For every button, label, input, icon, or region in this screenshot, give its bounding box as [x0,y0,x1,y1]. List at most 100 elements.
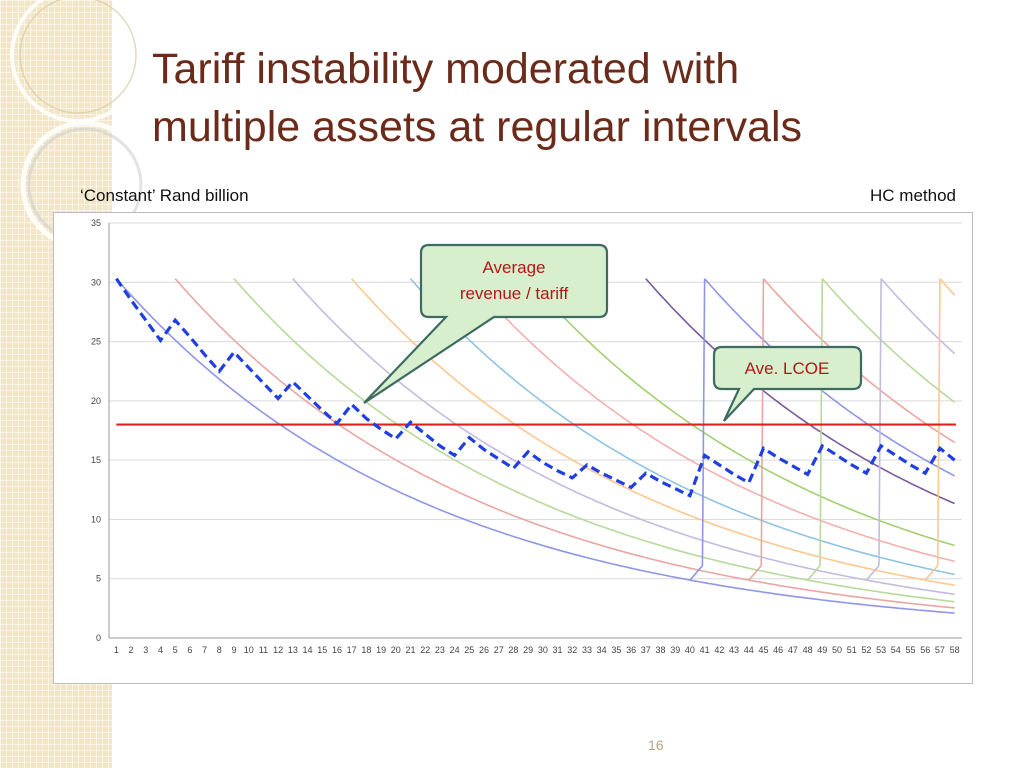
x-tick-label: 52 [861,645,871,655]
x-tick-label: 16 [332,645,342,655]
asset-curve [115,278,955,614]
x-tick-label: 47 [788,645,798,655]
callout-text-line1: Average [482,258,545,277]
x-tick-label: 44 [744,645,754,655]
x-tick-label: 55 [906,645,916,655]
title-line-2: multiple assets at regular intervals [152,103,803,151]
x-tick-label: 32 [567,645,577,655]
x-tick-label: 26 [479,645,489,655]
callout-text: Ave. LCOE [745,359,830,378]
y-tick-label: 10 [91,514,101,524]
x-tick-label: 8 [217,645,222,655]
y-tick-label: 5 [96,574,101,584]
x-tick-label: 54 [891,645,901,655]
asset-curve [645,278,955,505]
x-tick-label: 58 [950,645,960,655]
callout-ave-lcoe: Ave. LCOE [712,345,863,422]
x-tick-label: 33 [582,645,592,655]
asset-curve [468,278,955,563]
x-tick-label: 11 [259,645,268,655]
x-tick-label: 50 [832,645,842,655]
sawtooth-drop [689,565,704,581]
x-tick-label: 40 [685,645,695,655]
method-label: HC method [870,186,956,205]
unit-label: ‘Constant’ Rand billion [80,186,249,205]
x-tick-label: 19 [376,645,386,655]
sawtooth-jump [760,278,765,566]
revenue-tariff-line [115,277,956,498]
x-tick-label: 51 [847,645,857,655]
sawtooth-jump [819,278,824,566]
y-tick-label: 35 [91,218,101,228]
x-tick-label: 28 [508,645,518,655]
sawtooth-drop [806,565,821,581]
slide-title: Tariff instability moderated with multip… [152,40,972,156]
x-tick-label: 39 [670,645,680,655]
asset-curves [115,278,956,614]
x-tick-label: 24 [450,645,460,655]
asset-curve [292,278,955,596]
sawtooth-curve [939,278,956,296]
asset-curve [174,278,955,609]
sawtooth-drop [865,565,880,581]
x-tick-label: 46 [773,645,783,655]
x-tick-label: 57 [935,645,945,655]
x-tick-label: 38 [656,645,666,655]
x-tick-label: 12 [273,645,283,655]
x-tick-label: 43 [729,645,739,655]
y-tick-label: 0 [96,633,101,643]
callout-bubble [363,243,609,404]
x-tick-label: 20 [391,645,401,655]
x-tick-label: 4 [158,645,163,655]
x-tick-label: 13 [288,645,298,655]
x-tick-label: 6 [187,645,192,655]
y-tick-label: 30 [91,277,101,287]
x-tick-label: 35 [611,645,621,655]
x-tick-label: 2 [129,645,134,655]
page-number: 16 [648,737,664,753]
x-tick-label: 23 [435,645,445,655]
x-tick-label: 48 [803,645,813,655]
x-tick-label: 9 [232,645,237,655]
x-tick-label: 42 [714,645,724,655]
x-tick-label: 27 [494,645,504,655]
callout-text-line2: revenue / tariff [460,284,569,303]
x-tick-label: 29 [523,645,533,655]
x-tick-label: 41 [700,645,710,655]
x-tick-label: 22 [420,645,430,655]
asset-curve [409,278,955,576]
x-tick-label: 25 [464,645,474,655]
callout-average-revenue: Average revenue / tariff [363,243,609,404]
x-tick-label: 31 [553,645,563,655]
x-tick-label: 37 [641,645,651,655]
title-line-1: Tariff instability moderated with [152,45,740,93]
x-tick-label: 10 [244,645,254,655]
sawtooth-drop [924,565,939,581]
sawtooth-curve [821,278,956,403]
y-tick-label: 15 [91,455,101,465]
x-tick-label: 45 [758,645,768,655]
sawtooth-curve [880,278,956,355]
x-tick-label: 53 [876,645,886,655]
x-tick-label: 36 [626,645,636,655]
sawtooth-jump [701,278,706,566]
x-tick-label: 18 [361,645,371,655]
sawtooth-jump [936,278,941,566]
x-tick-label: 17 [347,645,357,655]
asset-curve [233,278,955,603]
chart-container: 0 5 10 15 20 25 30 35 1 2 3 4 5 6 7 8 9 10 11 12 13 14 15 16 17 1… [53,212,973,684]
asset-curve [527,278,955,547]
x-tick-label: 30 [538,645,548,655]
sawtooth-drop [748,565,762,581]
x-tick-label: 1 [114,645,119,655]
x-tick-label: 14 [303,645,313,655]
x-tick-label: 49 [817,645,827,655]
y-tick-label: 20 [91,396,101,406]
x-tick-label: 56 [920,645,930,655]
asset-curve [351,278,955,587]
sawtooth-jump [878,278,882,566]
y-tick-label: 25 [91,337,101,347]
x-tick-label: 3 [143,645,148,655]
callout-bubble [712,345,863,422]
